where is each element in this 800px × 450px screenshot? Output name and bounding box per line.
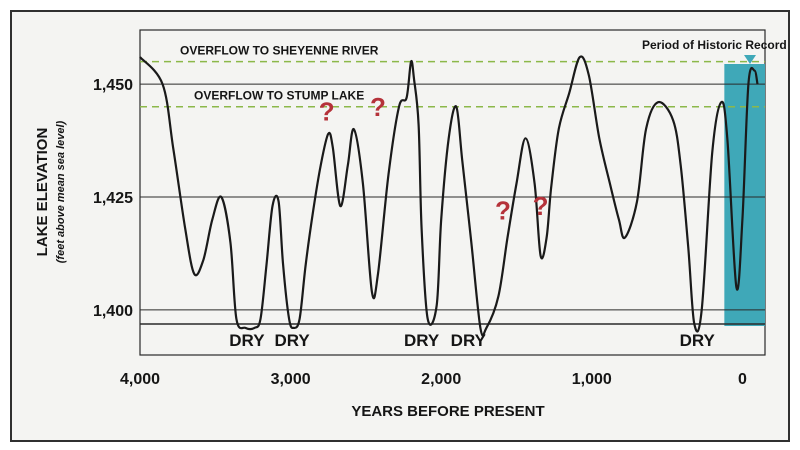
question-mark: ? (319, 96, 335, 126)
x-tick-label: 2,000 (421, 371, 461, 388)
question-marks: ???? (319, 92, 549, 226)
x-tick-label: 4,000 (120, 371, 160, 388)
x-tick-label: 0 (738, 371, 747, 388)
x-axis-title: YEARS BEFORE PRESENT (351, 403, 544, 420)
historic-record-marker (744, 55, 756, 64)
x-tick-label: 3,000 (271, 371, 311, 388)
overflow-reference-label: OVERFLOW TO STUMP LAKE (194, 89, 364, 103)
question-mark: ? (533, 191, 549, 221)
dry-label: DRY (451, 331, 487, 350)
question-mark: ? (495, 196, 511, 226)
x-tick-labels: 4,000 3,000 2,000 1,000 0 (120, 371, 747, 388)
grid-lines (140, 83, 765, 311)
question-mark: ? (370, 92, 386, 122)
y-axis-title: LAKE ELEVATION (34, 128, 51, 257)
y-tick-label: 1,425 (93, 190, 133, 207)
dry-label: DRY (229, 331, 265, 350)
x-tick-label: 1,000 (572, 371, 612, 388)
y-tick-labels: 1,450 1,425 1,400 (93, 77, 133, 320)
dry-label: DRY (680, 331, 716, 350)
y-tick-label: 1,450 (93, 77, 133, 94)
dry-label: DRY (274, 331, 310, 350)
y-tick-label: 1,400 (93, 303, 133, 320)
plot-area (139, 29, 766, 356)
reference-lines: OVERFLOW TO SHEYENNE RIVER OVERFLOW TO ST… (140, 44, 765, 108)
lake-elevation-series-line (139, 55, 759, 337)
dry-label: DRY (404, 331, 440, 350)
historic-record-label: Period of Historic Record (642, 38, 787, 52)
dry-labels: DRY DRY DRY DRY DRY (229, 331, 715, 350)
overflow-reference-label: OVERFLOW TO SHEYENNE RIVER (180, 44, 379, 58)
y-axis-subtitle: (feet above mean sea level) (55, 120, 67, 263)
